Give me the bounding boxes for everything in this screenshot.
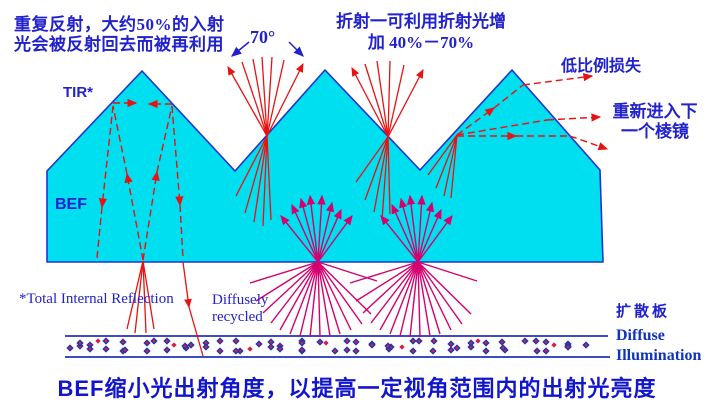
recycled-fan-1 bbox=[249, 194, 378, 338]
bef-film bbox=[46, 69, 604, 263]
angle-span-arrows bbox=[230, 41, 304, 57]
tir-label: TIR* bbox=[63, 84, 93, 101]
low-loss-label: 低比例损失 bbox=[561, 58, 642, 75]
bef-label: BEF bbox=[55, 196, 87, 213]
diffuser-plate-label: 扩散板 bbox=[616, 304, 671, 320]
refraction-note: 折射一可利用折射光增 加 40%－70% bbox=[330, 11, 512, 53]
refraction-fan-1 bbox=[227, 56, 304, 227]
refraction-note-line1: 折射一可利用折射光增 bbox=[336, 12, 506, 31]
refraction-note-line2: 加 40%－70% bbox=[367, 33, 475, 52]
refraction-fan-2 bbox=[351, 60, 424, 221]
caption: BEF缩小光出射角度，以提高一定视角范围内的出射光亮度 bbox=[57, 376, 657, 401]
tir-rays bbox=[96, 98, 204, 357]
angle-label: 70° bbox=[250, 27, 276, 47]
recycle-note-line2: 光会被反射回去而被再利用 bbox=[14, 35, 224, 54]
reenter-line1: 重新进入下 bbox=[612, 102, 698, 121]
diffusely-line1: Diffusely bbox=[212, 292, 269, 308]
reenter-note: 重新进入下 一个棱镜 bbox=[601, 102, 709, 142]
recycle-note: 重复反射，大约50%的入射 光会被反射回去而被再利用 bbox=[14, 15, 225, 55]
diffusely-line2: recycled bbox=[212, 309, 263, 325]
reenter-line2: 一个棱镜 bbox=[621, 122, 689, 141]
diffuse-illumination-label: Diffuse Illumination bbox=[616, 326, 701, 366]
diffuse-line1: Diffuse bbox=[616, 327, 665, 344]
diffuse-line2: Illumination bbox=[616, 347, 702, 364]
diffuser-plate bbox=[65, 335, 610, 358]
recycle-note-line1: 重复反射，大约50%的入射 bbox=[14, 15, 225, 34]
recycled-fan-2 bbox=[349, 194, 478, 338]
diffusely-recycled-label: Diffusely recycled bbox=[212, 292, 268, 326]
escape-rays bbox=[427, 72, 609, 199]
tir-footnote: *Total Internal Reflection bbox=[19, 291, 174, 307]
